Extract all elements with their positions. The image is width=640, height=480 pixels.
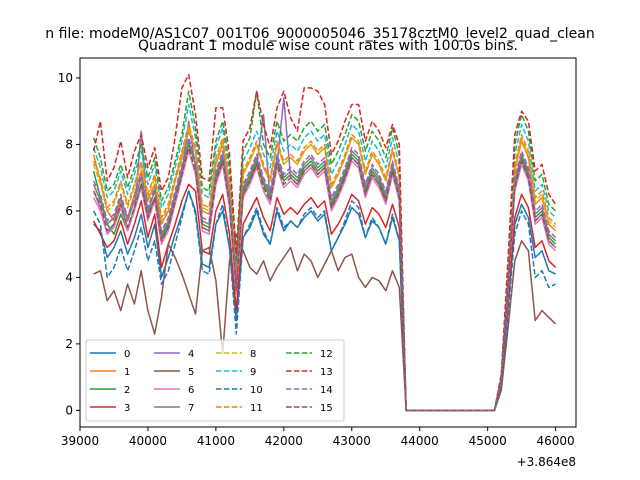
legend-label-14: 14 [320, 385, 333, 396]
axes-frame [79, 57, 577, 428]
legend-label-6: 6 [188, 385, 194, 396]
x-tick-label: 46000 [537, 434, 575, 448]
legend-label-4: 4 [188, 349, 194, 360]
legend-label-11: 11 [250, 403, 263, 414]
legend-label-0: 0 [124, 349, 130, 360]
x-tick-label: 44000 [401, 434, 439, 448]
legend-label-8: 8 [250, 349, 256, 360]
series-layer [92, 73, 557, 412]
legend-label-3: 3 [124, 403, 130, 414]
legend-label-15: 15 [320, 403, 333, 414]
x-tick-label: 42000 [265, 434, 303, 448]
legend-label-9: 9 [250, 367, 256, 378]
legend-label-5: 5 [188, 367, 194, 378]
figure-suptitle: n file: modeM0/AS1C07_001T06_9000005046_… [45, 26, 594, 42]
x-tick-label: 40000 [129, 434, 167, 448]
plot-area: 39000 40000 41000 42000 43000 44000 45000 46000… [58, 57, 577, 469]
y-tick-label: 2 [65, 337, 73, 351]
legend-label-2: 2 [124, 385, 130, 396]
y-tick-label: 10 [58, 71, 73, 85]
legend-label-13: 13 [320, 367, 333, 378]
x-tick-label: 45000 [469, 434, 507, 448]
y-tick-label: 8 [65, 137, 73, 151]
y-tick-label: 0 [65, 403, 73, 417]
series-line-10 [92, 190, 556, 412]
y-axis: 0 2 4 6 8 10 [58, 71, 80, 417]
legend-frame [85, 339, 345, 422]
series-line-15 [92, 147, 557, 412]
chart-title: Quadrant 1 module wise count rates with … [138, 38, 518, 54]
x-tick-label: 41000 [197, 434, 235, 448]
x-axis: 39000 40000 41000 42000 43000 44000 45000 46000 [61, 427, 575, 448]
y-tick-label: 4 [65, 270, 73, 284]
series-line-14 [92, 137, 557, 412]
x-offset-label: +3.864e8 [517, 455, 576, 469]
legend-label-12: 12 [320, 349, 333, 360]
x-tick-label: 39000 [61, 434, 99, 448]
y-tick-label: 6 [65, 204, 73, 218]
x-tick-label: 43000 [333, 434, 371, 448]
legend-label-1: 1 [124, 367, 130, 378]
legend-label-10: 10 [250, 385, 263, 396]
legend-label-7: 7 [188, 403, 194, 414]
